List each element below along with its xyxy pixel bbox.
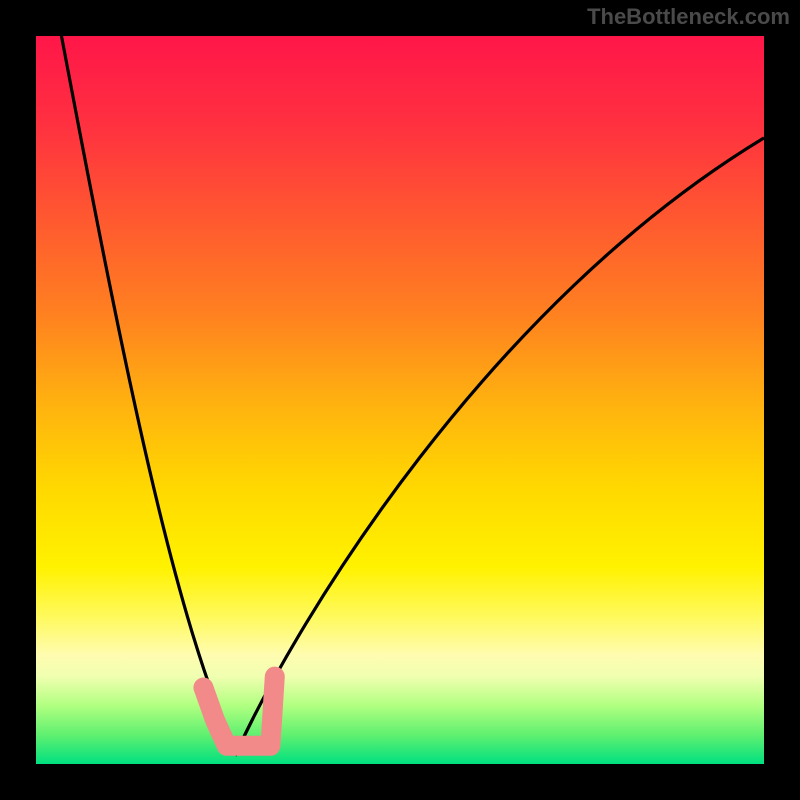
watermark-text: TheBottleneck.com	[587, 4, 790, 30]
chart-container: TheBottleneck.com	[0, 0, 800, 800]
bottleneck-chart-svg	[0, 0, 800, 800]
plot-background	[36, 36, 764, 764]
